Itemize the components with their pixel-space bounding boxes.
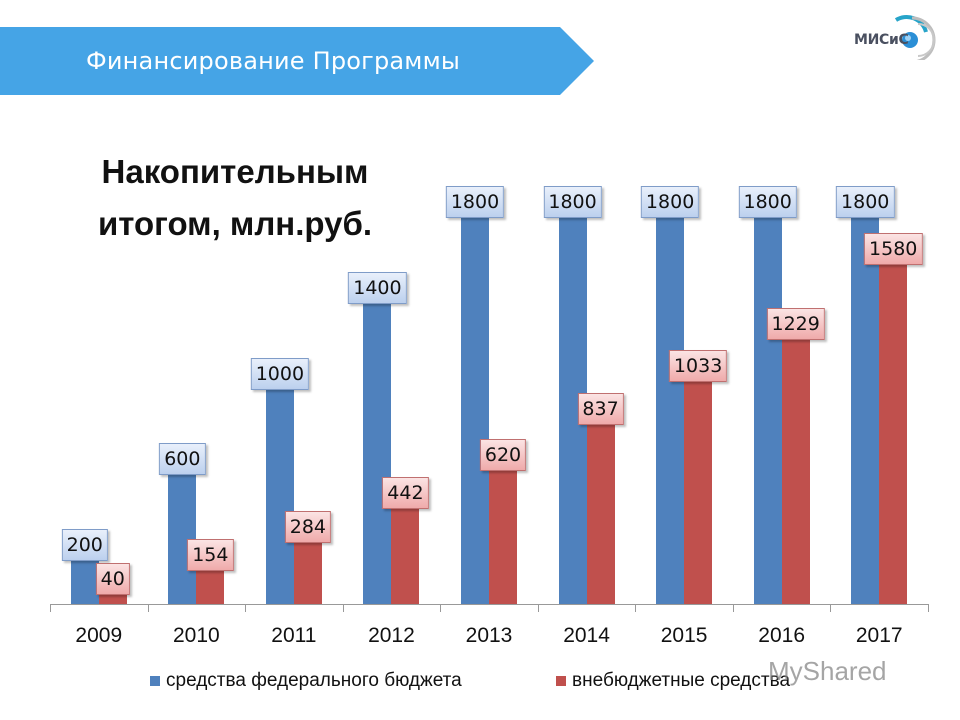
extrabudget-value-label: 1229 bbox=[766, 308, 825, 341]
federal-bar-2015 bbox=[656, 218, 685, 604]
extrabudget-value-label: 620 bbox=[479, 439, 527, 472]
logo-rings-icon bbox=[894, 14, 936, 60]
federal-value-label: 600 bbox=[159, 443, 206, 476]
extrabudget-bar-2017 bbox=[879, 265, 908, 604]
federal-value-label: 1800 bbox=[738, 186, 797, 218]
title-banner: Финансирование Программы bbox=[0, 27, 594, 95]
extrabudget-value-label: 40 bbox=[95, 563, 130, 596]
federal-value-label: 1800 bbox=[836, 186, 895, 218]
extrabudget-bar-2015 bbox=[684, 382, 713, 604]
federal-bar-2016 bbox=[753, 218, 782, 604]
chart-subtitle: Накопительным итогом, млн.руб. bbox=[70, 146, 400, 250]
x-axis-label: 2017 bbox=[855, 624, 903, 647]
x-axis-label: 2012 bbox=[368, 624, 415, 647]
x-axis-label: 2011 bbox=[271, 624, 317, 647]
extrabudget-bar-2010 bbox=[196, 570, 225, 604]
x-axis-label: 2010 bbox=[172, 624, 220, 647]
misis-logo: МИСиС bbox=[848, 10, 938, 60]
extrabudget-value-label: 284 bbox=[284, 511, 332, 544]
banner-arrow-shape bbox=[0, 27, 594, 95]
federal-bar-2009 bbox=[70, 561, 99, 604]
federal-bar-2011 bbox=[265, 389, 294, 604]
x-axis-label: 2009 bbox=[75, 624, 123, 647]
x-axis-tick bbox=[830, 604, 832, 612]
x-axis-tick bbox=[50, 604, 51, 612]
extrabudget-bar-2012 bbox=[391, 509, 420, 604]
federal-value-label: 1000 bbox=[250, 357, 310, 390]
legend-label-extrabudget: внебюджетные средства bbox=[572, 670, 791, 691]
federal-value-label: 1800 bbox=[543, 186, 602, 218]
x-axis-tick bbox=[732, 604, 734, 612]
subtitle-line-2: итогом, млн.руб. bbox=[97, 205, 373, 242]
x-axis-label: 2016 bbox=[758, 624, 806, 647]
x-axis-tick bbox=[147, 604, 149, 612]
x-axis-label: 2015 bbox=[660, 624, 708, 647]
federal-value-label: 1800 bbox=[640, 186, 700, 218]
legend-item-federal: средства федерального бюджета bbox=[150, 670, 462, 692]
myshared-watermark: MyShared bbox=[768, 656, 887, 686]
x-axis-tick bbox=[440, 604, 442, 612]
extrabudget-value-label: 442 bbox=[382, 477, 429, 510]
federal-bar-2013 bbox=[461, 218, 489, 604]
x-axis-tick bbox=[635, 604, 637, 612]
federal-bar-2012 bbox=[363, 303, 392, 604]
extrabudget-bar-2016 bbox=[781, 340, 810, 604]
logo-text: МИСиС bbox=[854, 32, 909, 48]
federal-value-label: 1800 bbox=[445, 186, 505, 218]
extrabudget-bar-2009 bbox=[98, 595, 127, 604]
extrabudget-value-label: 154 bbox=[187, 538, 234, 571]
legend-swatch-blue bbox=[150, 676, 160, 686]
extrabudget-value-label: 1580 bbox=[864, 233, 923, 266]
extrabudget-bar-2014 bbox=[586, 424, 615, 604]
federal-value-label: 1400 bbox=[348, 271, 407, 304]
extrabudget-value-label: 1033 bbox=[668, 350, 728, 383]
legend-swatch-red bbox=[556, 676, 566, 686]
x-axis-label: 2014 bbox=[563, 624, 610, 647]
legend-label-federal: средства федерального бюджета bbox=[166, 670, 462, 691]
x-axis-tick bbox=[928, 604, 929, 612]
page-title: Финансирование Программы bbox=[86, 47, 461, 75]
subtitle-line-1: Накопительным bbox=[101, 153, 369, 190]
x-axis-tick bbox=[537, 604, 539, 612]
extrabudget-bar-2011 bbox=[293, 543, 322, 604]
federal-bar-2017 bbox=[851, 218, 880, 604]
federal-value-label: 200 bbox=[61, 529, 108, 562]
extrabudget-bar-2013 bbox=[489, 471, 517, 604]
x-axis-line bbox=[50, 604, 928, 605]
x-axis-tick bbox=[245, 604, 247, 612]
chart-legend: средства федерального бюджета внебюджетн… bbox=[150, 670, 850, 694]
x-axis-tick bbox=[342, 604, 344, 612]
extrabudget-value-label: 837 bbox=[577, 392, 624, 425]
x-axis-label: 2013 bbox=[465, 624, 513, 647]
legend-item-extrabudget: внебюджетные средства bbox=[556, 670, 790, 692]
